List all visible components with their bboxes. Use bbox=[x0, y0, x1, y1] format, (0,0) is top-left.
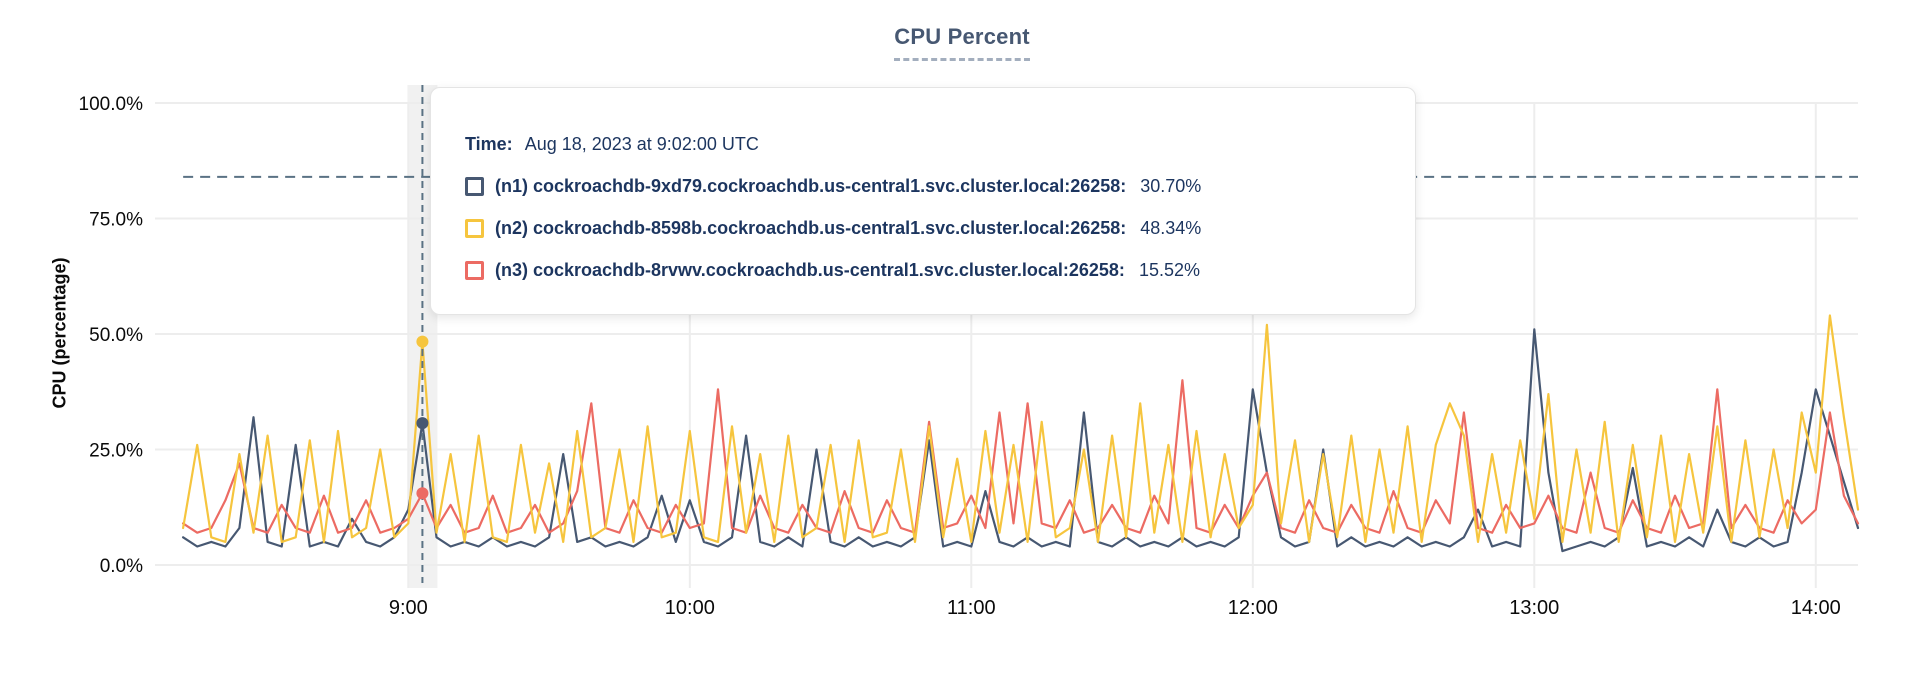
x-tick-label: 10:00 bbox=[665, 597, 715, 619]
series-value-n1: 30.70% bbox=[1140, 175, 1202, 196]
chart-title-container: CPU Percent bbox=[0, 24, 1924, 61]
chart-hover-tooltip: Time: Aug 18, 2023 at 9:02:00 UTC (n1) co… bbox=[430, 87, 1416, 315]
series-line-n2 bbox=[182, 314, 1860, 544]
x-tick-label: 9:00 bbox=[389, 597, 428, 619]
tooltip-legend-row: (n1) cockroachdb-9xd79.cockroachdb.us-ce… bbox=[465, 174, 1395, 198]
y-tick-label: 50.0% bbox=[89, 325, 143, 346]
x-tick-label: 14:00 bbox=[1791, 597, 1841, 619]
series-swatch-n3 bbox=[465, 260, 484, 280]
series-swatch-n2 bbox=[465, 218, 484, 238]
series-line-n1 bbox=[182, 328, 1860, 553]
hover-point-n3 bbox=[416, 487, 429, 500]
series-label-n1: (n1) cockroachdb-9xd79.cockroachdb.us-ce… bbox=[495, 175, 1127, 196]
x-tick-label: 12:00 bbox=[1228, 597, 1278, 619]
chart-title: CPU Percent bbox=[894, 24, 1030, 61]
y-tick-label: 75.0% bbox=[89, 210, 143, 231]
series-label-n3: (n3) cockroachdb-8rvwv.cockroachdb.us-ce… bbox=[495, 259, 1125, 280]
x-tick-label: 13:00 bbox=[1509, 597, 1559, 619]
series-label-n2: (n2) cockroachdb-8598b.cockroachdb.us-ce… bbox=[495, 217, 1127, 238]
hover-point-n1 bbox=[416, 417, 429, 430]
y-tick-label: 100.0% bbox=[79, 94, 144, 115]
tooltip-time-row: Time: Aug 18, 2023 at 9:02:00 UTC bbox=[465, 132, 1395, 156]
series-value-n3: 15.52% bbox=[1138, 259, 1200, 280]
tooltip-legend-row: (n2) cockroachdb-8598b.cockroachdb.us-ce… bbox=[465, 216, 1395, 240]
hover-point-n2 bbox=[416, 335, 429, 348]
tooltip-time-value: Aug 18, 2023 at 9:02:00 UTC bbox=[524, 134, 759, 154]
x-tick-label: 11:00 bbox=[947, 597, 996, 619]
series-value-n2: 48.34% bbox=[1140, 217, 1202, 238]
series-swatch-n1 bbox=[465, 176, 484, 196]
y-tick-label: 0.0% bbox=[100, 556, 143, 577]
tooltip-legend-row: (n3) cockroachdb-8rvwv.cockroachdb.us-ce… bbox=[465, 258, 1395, 282]
y-tick-label: 25.0% bbox=[89, 441, 143, 462]
tooltip-time-label: Time: bbox=[465, 134, 513, 154]
